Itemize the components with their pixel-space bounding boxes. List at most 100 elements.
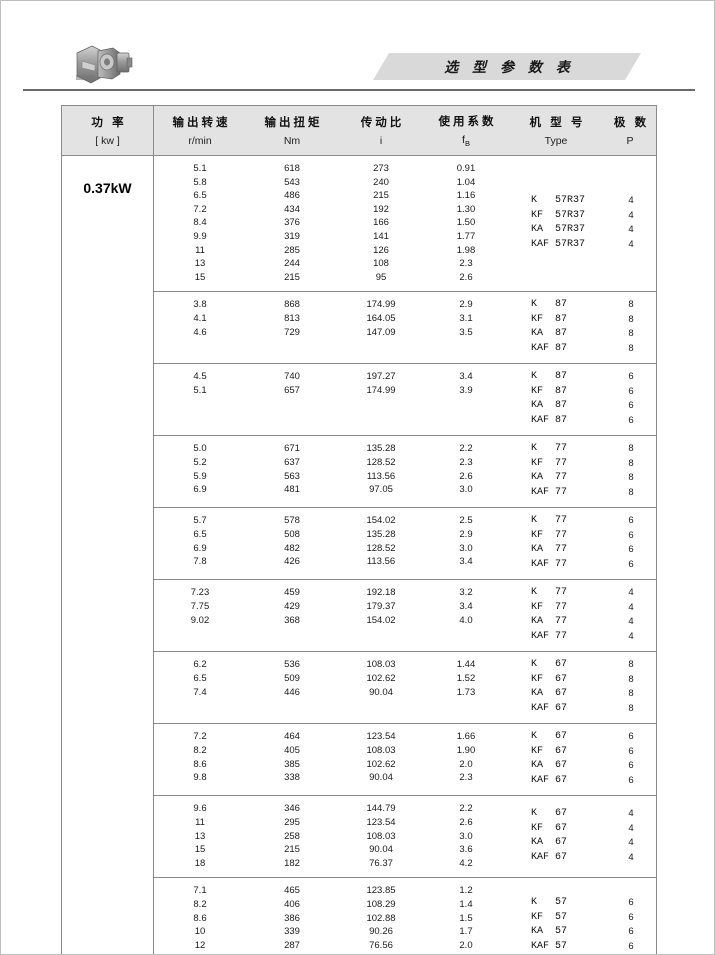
spec-block: 5.0 5.2 5.9 6.9 671 637 563 481 135.28 128.52 113.… xyxy=(154,436,657,509)
cell-value: 319 xyxy=(284,230,300,242)
pole-value: 4 xyxy=(628,630,634,642)
type-row: KA 77 8 xyxy=(509,471,657,486)
cell-value: 102.88 xyxy=(366,912,396,924)
cell-value: 1.5 xyxy=(459,912,473,924)
title-banner-shape xyxy=(373,53,641,80)
type-label: KF 57 xyxy=(531,911,568,923)
header-type-en: Type xyxy=(544,135,568,147)
pole-value: 6 xyxy=(628,911,634,923)
service-factor-column: 2.9 3.1 3.5 xyxy=(424,298,508,356)
cell-value: 244 xyxy=(284,258,300,270)
cell-value: 197.27 xyxy=(366,371,396,383)
type-label: KAF 57R37 xyxy=(531,238,586,250)
type-row: KF 77 8 xyxy=(509,457,657,472)
cell-value: 15 xyxy=(194,844,206,856)
numeric-columns: 7.2 8.2 8.6 9.8 464 405 385 338 123.54 108.03 102.… xyxy=(154,730,509,788)
type-and-poles: K 67 4 KF 67 4 KA 67 4 KAF 67 4 xyxy=(509,802,657,870)
cell-value: 4.1 xyxy=(193,312,207,324)
pole-value: 6 xyxy=(628,371,634,383)
cell-value: 108.03 xyxy=(366,659,396,671)
cell-value: 97.05 xyxy=(369,484,393,496)
cell-value: 3.4 xyxy=(459,371,473,383)
type-label: KA 57 xyxy=(531,926,568,938)
cell-value: 76.37 xyxy=(369,857,393,869)
type-row: KA 67 8 xyxy=(509,687,657,702)
header-output-torque: 输出扭矩 Nm xyxy=(246,106,338,155)
type-row: KAF 67 4 xyxy=(509,851,657,866)
pole-value: 8 xyxy=(628,313,634,325)
cell-value: 2.2 xyxy=(459,952,472,954)
numeric-columns: 5.1 5.8 6.5 7.2 8.4 9.9 11 13 15 618 543 486 434 376 3… xyxy=(154,162,509,284)
pole-value: 4 xyxy=(628,195,634,207)
cell-value: 6.2 xyxy=(193,659,207,671)
cell-value: 3.0 xyxy=(459,830,473,842)
type-label: K 57 xyxy=(531,897,568,909)
page-header: 选 型 参 数 表 xyxy=(1,1,714,97)
cell-value: 6.5 xyxy=(193,672,207,684)
cell-value: 182 xyxy=(284,857,300,869)
cell-value: 144.79 xyxy=(366,803,396,815)
cell-value: 174.99 xyxy=(366,384,396,396)
cell-value: 3.4 xyxy=(459,556,473,568)
cell-value: 1.77 xyxy=(456,230,476,242)
cell-value: 147.09 xyxy=(366,326,396,338)
cell-value: 108 xyxy=(373,258,389,270)
type-row: KAF 77 6 xyxy=(509,558,657,573)
cell-value: 154.02 xyxy=(366,515,396,527)
cell-value: 1.73 xyxy=(456,686,476,698)
service-factor-column: 2.5 2.9 3.0 3.4 xyxy=(424,514,508,572)
type-row: KF 57 6 xyxy=(509,911,657,926)
cell-value: 192.18 xyxy=(366,587,396,599)
type-row: KAF 77 4 xyxy=(509,630,657,645)
cell-value: 2.9 xyxy=(459,528,473,540)
type-label: KF 87 xyxy=(531,385,568,397)
cell-value: 2.3 xyxy=(459,258,473,270)
type-row: KF 87 8 xyxy=(509,313,657,328)
cell-value: 339 xyxy=(284,926,300,938)
cell-value: 740 xyxy=(284,371,300,383)
cell-value: 90.04 xyxy=(369,844,393,856)
cell-value: 123.85 xyxy=(366,885,396,897)
cell-value: 2.3 xyxy=(459,772,473,784)
cell-value: 135.28 xyxy=(366,443,396,455)
cell-value: 637 xyxy=(284,456,300,468)
cell-value: 486 xyxy=(284,190,300,202)
cell-value: 2.2 xyxy=(459,803,473,815)
cell-value: 9.6 xyxy=(193,803,207,815)
output-torque-column: 459 429 368 xyxy=(246,586,338,644)
cell-value: 215 xyxy=(284,271,300,283)
cell-value: 76.56 xyxy=(369,939,393,951)
cell-value: 8.2 xyxy=(193,744,207,756)
spec-block: 4.5 5.1 740 657 197.27 174.99 3.4 3.9 K 87 6 KF 87… xyxy=(154,364,657,437)
cell-value: 5.9 xyxy=(193,470,207,482)
type-row: K 77 4 xyxy=(509,586,657,601)
type-row: KF 67 8 xyxy=(509,673,657,688)
type-row: KA 67 4 xyxy=(509,836,657,851)
type-row: K 77 8 xyxy=(509,442,657,457)
pole-value: 6 xyxy=(628,940,634,952)
ratio-column: 108.03 102.62 90.04 xyxy=(338,658,424,716)
pole-value: 6 xyxy=(628,385,634,397)
cell-value: 868 xyxy=(284,299,300,311)
pole-value: 8 xyxy=(628,486,634,498)
cell-value: 108.29 xyxy=(366,898,396,910)
type-row: KF 67 6 xyxy=(509,745,657,760)
cell-value: 482 xyxy=(284,542,300,554)
cell-value: 128.52 xyxy=(366,542,396,554)
numeric-columns: 9.6 11 13 15 18 346 295 258 215 182 144.79 123.54 10… xyxy=(154,802,509,870)
pole-value: 6 xyxy=(628,558,634,570)
cell-value: 95 xyxy=(375,271,387,283)
output-speed-column: 7.18.2 8.6 101213 xyxy=(154,884,246,954)
gearbox-photo xyxy=(73,41,135,87)
type-label: KA 67 xyxy=(531,837,568,849)
type-row: K 87 6 xyxy=(509,370,657,385)
cell-value: 5.2 xyxy=(193,456,207,468)
type-row: KAF 87 6 xyxy=(509,414,657,429)
type-label: K 67 xyxy=(531,808,568,820)
type-label: KA 77 xyxy=(531,616,568,628)
type-label: KAF 87 xyxy=(531,414,568,426)
output-speed-column: 9.6 11 13 15 18 xyxy=(154,802,246,870)
pole-value: 6 xyxy=(628,897,634,909)
cell-value: 578 xyxy=(284,515,300,527)
cell-value: 459 xyxy=(284,587,300,599)
